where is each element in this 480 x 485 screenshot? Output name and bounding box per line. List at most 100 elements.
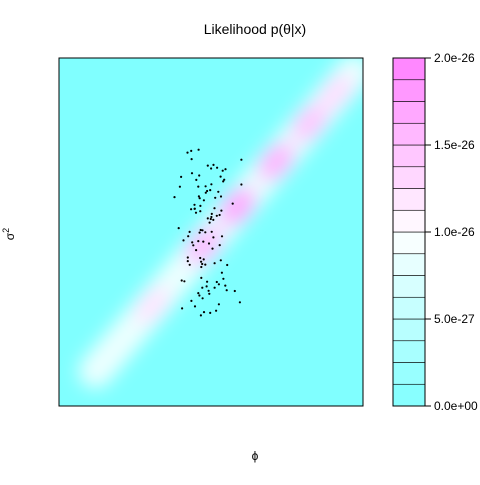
data-point <box>187 235 190 238</box>
data-point <box>223 178 226 181</box>
data-point <box>197 185 200 188</box>
colorbar-tick-label: 1.5e-26 <box>434 138 475 152</box>
colorbar-level <box>392 144 426 168</box>
data-point <box>183 280 186 283</box>
density-peak <box>220 187 256 226</box>
data-point <box>198 231 201 234</box>
data-point <box>180 175 183 178</box>
data-point <box>204 231 207 234</box>
data-point <box>218 244 221 247</box>
data-point <box>202 258 205 261</box>
data-point <box>186 151 189 154</box>
data-point <box>226 263 229 267</box>
data-point <box>197 292 200 295</box>
chart-title: Likelihood p(θ|x) <box>204 21 306 37</box>
colorbar-level <box>392 362 426 385</box>
data-point <box>222 277 225 280</box>
colorbar-level <box>392 318 426 342</box>
y-axis-label-sup: 2 <box>1 228 11 233</box>
colorbar-level <box>392 57 426 81</box>
data-point <box>217 283 220 286</box>
data-points <box>173 148 243 317</box>
data-point <box>212 236 215 239</box>
y-axis-label: σ2 <box>1 228 17 240</box>
x-axis-label: ϕ <box>252 449 259 463</box>
colorbar-level <box>392 275 426 298</box>
data-point <box>198 174 201 177</box>
colorbar-level <box>392 383 426 407</box>
data-point <box>173 196 176 199</box>
data-point <box>213 262 216 265</box>
colorbar-level <box>392 101 426 124</box>
plot-area <box>59 58 363 406</box>
data-point <box>221 169 224 172</box>
data-point <box>193 203 196 206</box>
data-point <box>202 311 206 314</box>
data-point <box>208 292 211 295</box>
data-point <box>204 263 207 266</box>
data-point <box>219 259 222 262</box>
data-point <box>190 149 193 152</box>
data-point <box>238 301 241 304</box>
data-point <box>240 183 243 186</box>
data-point <box>216 166 219 169</box>
data-point <box>192 244 195 247</box>
data-point <box>209 189 212 192</box>
data-point <box>199 228 202 232</box>
data-point <box>210 167 213 170</box>
colorbar-tick-label: 5.0e-27 <box>434 312 475 326</box>
data-point <box>233 289 236 293</box>
data-point <box>219 195 223 198</box>
data-point <box>225 289 228 292</box>
data-point <box>214 196 217 199</box>
data-point <box>215 214 218 217</box>
data-point <box>211 247 214 250</box>
data-point <box>188 230 191 233</box>
data-point <box>209 217 212 221</box>
y-axis-label-base: σ <box>3 232 17 240</box>
density-peak <box>318 74 354 112</box>
data-point <box>182 239 185 242</box>
density-ridge <box>78 58 363 389</box>
density-peak <box>258 143 294 181</box>
data-point <box>207 289 210 292</box>
data-point <box>220 271 223 274</box>
data-point <box>190 299 193 302</box>
data-point <box>199 256 202 260</box>
data-point <box>198 294 201 297</box>
colorbar-level <box>392 79 426 102</box>
data-point <box>194 211 198 214</box>
data-point <box>201 262 204 266</box>
data-point <box>206 164 209 167</box>
density-peak <box>186 226 222 265</box>
colorbar-ticks: 0.0e+00 5.0e-27 1.0e-26 1.5e-26 2.0e-26 <box>425 51 478 413</box>
data-point <box>206 189 209 193</box>
data-point <box>217 190 220 193</box>
colorbar-level <box>392 122 426 146</box>
colorbar-level <box>392 166 426 189</box>
colorbar-tick-label: 2.0e-26 <box>434 51 475 65</box>
colorbar-level <box>392 188 426 211</box>
data-point <box>195 178 198 181</box>
data-point <box>190 208 193 211</box>
colorbar-level <box>392 340 426 363</box>
data-point <box>218 213 221 217</box>
data-point <box>210 212 213 215</box>
data-point <box>202 240 205 243</box>
data-point <box>210 183 213 186</box>
data-point <box>201 229 204 232</box>
data-point <box>202 199 205 202</box>
data-point <box>210 215 213 219</box>
data-point <box>186 260 189 263</box>
data-point <box>186 256 189 259</box>
data-point <box>180 279 183 282</box>
data-point <box>209 311 212 314</box>
data-point <box>177 227 180 230</box>
data-point <box>204 185 207 188</box>
data-point <box>240 158 243 161</box>
data-point <box>193 207 196 210</box>
data-point <box>206 280 209 283</box>
data-point <box>197 148 200 151</box>
data-point <box>205 285 208 288</box>
